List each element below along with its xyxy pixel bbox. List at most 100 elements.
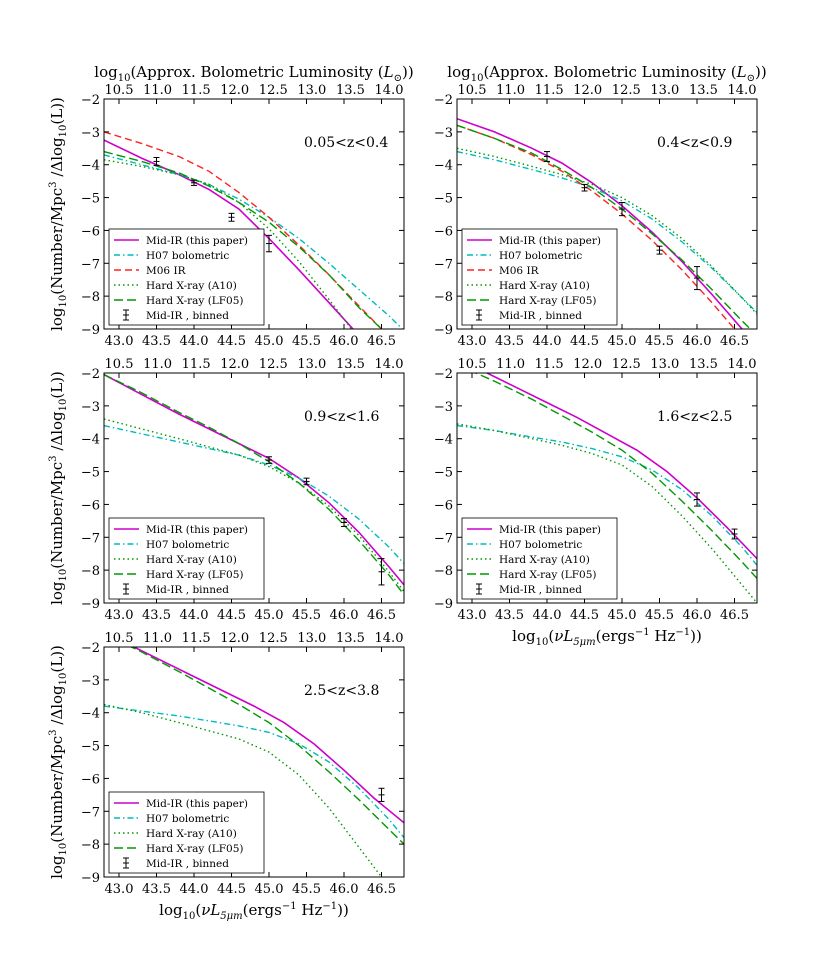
x-tick-label: 43.5 — [142, 608, 171, 623]
x-tick-label: 43.5 — [495, 608, 524, 623]
legend-entry: Mid-IR , binned — [499, 584, 582, 596]
x-tick-label: 43.5 — [495, 334, 524, 349]
top-tick-label: 13.0 — [650, 357, 679, 372]
legend-entry: H07 bolometric — [146, 813, 229, 825]
y-tick-label: −7 — [81, 805, 100, 820]
y-tick-label: −7 — [434, 257, 453, 272]
top-tick-label: 10.5 — [105, 83, 134, 98]
legend-entry: Mid-IR , binned — [146, 858, 229, 870]
top-tick-label: 11.0 — [143, 83, 172, 98]
y-tick-label: −7 — [81, 531, 100, 546]
redshift-label: 0.05<z<0.4 — [304, 135, 388, 151]
y-tick-label: −5 — [81, 740, 100, 755]
legend-entry: H07 bolometric — [146, 539, 229, 551]
y-tick-label: −8 — [434, 290, 453, 305]
x-tick-label: 46.5 — [720, 334, 749, 349]
top-tick-label: 12.5 — [259, 357, 288, 372]
top-tick-label: 10.5 — [458, 357, 487, 372]
legend-entry: Hard X-ray (LF05) — [499, 295, 597, 307]
y-tick-label: −4 — [434, 159, 453, 174]
x-tick-label: 46.0 — [330, 334, 359, 349]
series-line — [457, 147, 757, 315]
x-tick-label: 46.0 — [683, 608, 712, 623]
y-tick-label: −3 — [81, 126, 100, 141]
top-tick-label: 14.0 — [375, 357, 404, 372]
legend-box — [108, 791, 265, 874]
x-tick-label: 46.5 — [720, 608, 749, 623]
series-line — [133, 647, 404, 824]
top-tick-label: 10.5 — [105, 357, 134, 372]
top-tick-label: 13.5 — [336, 631, 365, 646]
series-line — [474, 373, 757, 579]
legend-entry: Hard X-ray (A10) — [146, 280, 237, 292]
series-line — [457, 424, 757, 566]
top-tick-label: 12.5 — [259, 83, 288, 98]
x-tick-label: 46.0 — [683, 334, 712, 349]
legend-box — [461, 517, 618, 600]
legend-entry: H07 bolometric — [499, 250, 582, 262]
top-tick-label: 12.5 — [612, 83, 641, 98]
x-tick-label: 43.0 — [105, 608, 134, 623]
legend-entry: Hard X-ray (A10) — [146, 554, 237, 566]
y-tick-label: −4 — [81, 707, 100, 722]
legend-entry: Mid-IR , binned — [146, 584, 229, 596]
x-tick-label: 45.0 — [255, 882, 284, 897]
series-line — [104, 150, 382, 329]
y-tick-label: −8 — [81, 564, 100, 579]
series-line — [486, 373, 757, 560]
top-tick-label: 11.5 — [182, 631, 211, 646]
y-axis-label: log10(Number/Mpc3 /Δlog10(L)) — [48, 371, 69, 605]
legend-entry: Mid-IR (this paper) — [146, 798, 248, 810]
y-tick-label: −2 — [81, 641, 100, 656]
x-tick-label: 44.5 — [217, 608, 246, 623]
y-tick-label: −8 — [434, 564, 453, 579]
x-tick-label: 46.0 — [330, 608, 359, 623]
x-tick-label: 46.5 — [367, 608, 396, 623]
series-line — [457, 150, 757, 314]
legend-entry: Hard X-ray (A10) — [499, 280, 590, 292]
y-tick-label: −7 — [434, 531, 453, 546]
y-tick-label: −2 — [81, 367, 100, 382]
x-tick-label: 43.5 — [142, 334, 171, 349]
x-tick-label: 45.0 — [255, 608, 284, 623]
panel: 43.0 43.5 44.0 44.5 45.0 45.5 46.0 46.5 10.5 11.0… — [48, 357, 405, 623]
y-tick-label: −9 — [81, 323, 100, 338]
series-line — [104, 139, 355, 329]
x-tick-label: 44.0 — [180, 334, 209, 349]
y-tick-label: −5 — [81, 466, 100, 481]
top-tick-label: 10.5 — [105, 631, 134, 646]
top-tick-label: 12.0 — [220, 83, 249, 98]
y-axis-label: log10(Number/Mpc3 /Δlog10(L)) — [48, 97, 69, 331]
y-tick-label: −6 — [434, 224, 453, 239]
x-tick-label: 44.5 — [217, 882, 246, 897]
y-tick-label: −3 — [81, 674, 100, 689]
legend-entry: Mid-IR (this paper) — [499, 524, 601, 536]
y-tick-label: −2 — [434, 367, 453, 382]
redshift-label: 2.5<z<3.8 — [304, 683, 379, 699]
y-tick-label: −5 — [434, 466, 453, 481]
legend-box — [461, 228, 618, 326]
bottom-axis-label: log10(νL5μm(ergs−1 Hz−1)) — [159, 901, 349, 922]
y-tick-label: −4 — [81, 159, 100, 174]
top-tick-label: 12.0 — [220, 631, 249, 646]
y-tick-label: −8 — [81, 290, 100, 305]
y-tick-label: −8 — [81, 838, 100, 853]
redshift-label: 0.4<z<0.9 — [657, 135, 732, 151]
y-tick-label: −4 — [81, 433, 100, 448]
x-tick-label: 43.0 — [458, 334, 487, 349]
bottom-axis-label: log10(νL5μm(ergs−1 Hz−1)) — [512, 627, 702, 648]
plot-frame — [103, 646, 405, 878]
y-tick-label: −2 — [434, 93, 453, 108]
series-line — [104, 703, 383, 877]
top-tick-label: 14.0 — [728, 83, 757, 98]
series-line — [457, 423, 757, 603]
top-tick-label: 11.5 — [535, 357, 564, 372]
plot-frame — [103, 98, 405, 330]
top-axis-label: log10(Approx. Bolometric Luminosity (L⊙)… — [94, 63, 413, 84]
top-tick-label: 13.5 — [689, 357, 718, 372]
legend-entry: M06 IR — [146, 265, 187, 277]
x-tick-label: 44.5 — [570, 334, 599, 349]
x-tick-label: 44.5 — [217, 334, 246, 349]
legend-entry: Mid-IR , binned — [146, 310, 229, 322]
